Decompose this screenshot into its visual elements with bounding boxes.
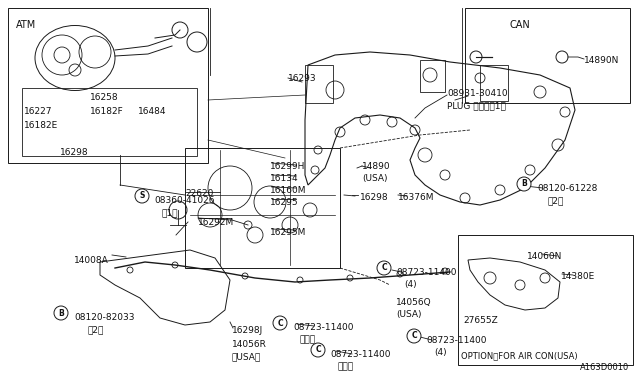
Text: 08931-30410: 08931-30410 (447, 89, 508, 98)
Text: 16160M: 16160M (270, 186, 307, 195)
Text: 08120-61228: 08120-61228 (537, 184, 597, 193)
Circle shape (311, 343, 325, 357)
Circle shape (273, 316, 287, 330)
Bar (185, 148, 340, 268)
Circle shape (407, 329, 421, 343)
Text: 16182F: 16182F (90, 107, 124, 116)
Text: C: C (381, 263, 387, 273)
Text: B: B (521, 180, 527, 189)
Text: 14056R: 14056R (232, 340, 267, 349)
Bar (8, 8, 208, 163)
Text: 14060N: 14060N (527, 252, 563, 261)
Bar (458, 235, 633, 365)
Text: 14890: 14890 (362, 162, 390, 171)
Bar (22, 88, 197, 156)
Text: CAN: CAN (510, 20, 531, 30)
Bar (480, 65, 508, 101)
Text: B: B (58, 308, 64, 317)
Text: 16484: 16484 (138, 107, 166, 116)
Text: 16298: 16298 (60, 148, 88, 157)
Text: 16258: 16258 (90, 93, 118, 102)
Text: （1）: （1） (162, 208, 179, 217)
Circle shape (135, 189, 149, 203)
Text: 08723-11400: 08723-11400 (426, 336, 486, 345)
Circle shape (54, 306, 68, 320)
Text: 14380E: 14380E (561, 272, 595, 281)
Text: 16298J: 16298J (232, 326, 263, 335)
Text: 08723-11400: 08723-11400 (396, 268, 456, 277)
Text: 16299H: 16299H (270, 162, 305, 171)
Text: 16227: 16227 (24, 107, 52, 116)
Text: PLUG プラグ（1）: PLUG プラグ（1） (447, 101, 506, 110)
Text: (4): (4) (434, 348, 447, 357)
Text: 14008A: 14008A (74, 256, 109, 265)
Text: 08120-82033: 08120-82033 (74, 313, 134, 322)
Text: S: S (140, 192, 145, 201)
Text: （ａ）: （ａ） (300, 335, 316, 344)
Text: 16295M: 16295M (270, 228, 307, 237)
Bar (465, 8, 630, 103)
Text: 16292M: 16292M (198, 218, 234, 227)
Text: (4): (4) (404, 280, 417, 289)
Text: (USA): (USA) (362, 174, 387, 183)
Text: （USA）: （USA） (232, 352, 261, 361)
Text: （ａ）: （ａ） (337, 362, 353, 371)
Text: 08723-11400: 08723-11400 (293, 323, 353, 332)
Text: (USA): (USA) (396, 310, 422, 319)
Bar (305, 65, 333, 103)
Text: 08723-11400: 08723-11400 (330, 350, 390, 359)
Bar (420, 60, 445, 92)
Text: C: C (277, 318, 283, 327)
Circle shape (377, 261, 391, 275)
Text: 16298: 16298 (360, 193, 388, 202)
Text: 22620: 22620 (185, 189, 213, 198)
Text: OPTION：FOR AIR CON(USA): OPTION：FOR AIR CON(USA) (461, 351, 578, 360)
Text: （2）: （2） (88, 325, 104, 334)
Text: C: C (411, 331, 417, 340)
Text: 16293: 16293 (288, 74, 317, 83)
Text: 27655Z: 27655Z (463, 316, 498, 325)
Text: C: C (315, 346, 321, 355)
Text: （2）: （2） (547, 196, 563, 205)
Text: A163D0010: A163D0010 (580, 363, 629, 372)
Text: 16134: 16134 (270, 174, 299, 183)
Circle shape (517, 177, 531, 191)
Text: 16376M: 16376M (398, 193, 435, 202)
Text: 14890N: 14890N (584, 56, 620, 65)
Text: 08360-41026: 08360-41026 (154, 196, 214, 205)
Text: 16295: 16295 (270, 198, 299, 207)
Text: 16182E: 16182E (24, 121, 58, 130)
Text: ATM: ATM (16, 20, 36, 30)
Text: 14056Q: 14056Q (396, 298, 431, 307)
